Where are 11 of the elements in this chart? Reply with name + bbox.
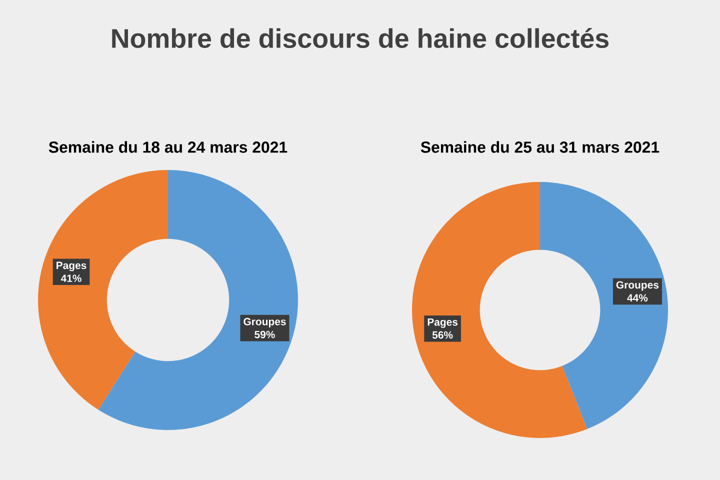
data-label: 59% [254, 330, 275, 338]
text: Nombre de discours de haine collectés [112, 28, 609, 48]
slice-label: Pages [56, 262, 86, 272]
data-label: 44% [627, 294, 648, 302]
slice-label: Groupes [244, 318, 286, 328]
data-label: 41% [60, 274, 82, 282]
slice-label: Groupes [616, 281, 659, 291]
data-label: 56% [432, 331, 453, 339]
chart-subtitle: Semaine du 18 au 24 mars 2021 [48, 141, 288, 153]
slice-label: Pages [428, 318, 458, 328]
chart-subtitle: Semaine du 25 au 31 mars 2021 [420, 141, 660, 153]
